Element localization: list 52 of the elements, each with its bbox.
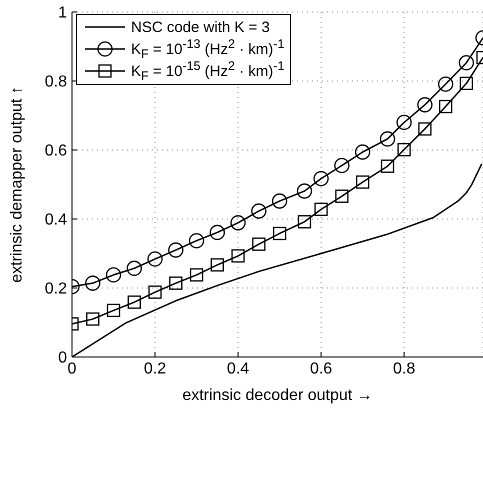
- x-tick-label: 0.2: [144, 360, 166, 378]
- x-tick-label: 0.4: [226, 360, 250, 378]
- point: [210, 224, 225, 240]
- point: [335, 190, 348, 203]
- y-tick-label: 0.8: [44, 74, 68, 91]
- point: [296, 183, 312, 199]
- point: [128, 295, 141, 309]
- point: [230, 215, 246, 230]
- point: [417, 97, 433, 112]
- point: [460, 76, 474, 90]
- point: [106, 304, 120, 318]
- point: [313, 170, 329, 186]
- legend-label: K$_{F}$ = 10$^{-13}$ (Hz$^{2}$ · km)$^{-1}$: [131, 37, 284, 61]
- x-tick-label: 0.6: [310, 360, 332, 378]
- point: [252, 238, 266, 251]
- point: [354, 144, 370, 160]
- point: [334, 158, 350, 174]
- point: [210, 258, 224, 272]
- point: [190, 268, 204, 282]
- point: [438, 100, 452, 114]
- x-tick-label: 0.8: [392, 360, 416, 378]
- legend-label: NSC code with K = 3: [131, 18, 270, 36]
- y-tick-label: 1: [58, 4, 68, 22]
- point: [126, 260, 142, 276]
- y-tick-label: 0.6: [44, 142, 68, 160]
- point: [272, 226, 286, 240]
- point: [168, 242, 184, 258]
- point: [86, 312, 100, 326]
- point: [298, 215, 312, 228]
- point: [356, 175, 370, 189]
- point: [148, 285, 162, 299]
- y-tick-label: 0.2: [44, 280, 68, 298]
- point: [231, 249, 245, 263]
- point: [397, 143, 411, 156]
- point: [396, 114, 412, 130]
- point: [169, 276, 182, 290]
- legend-label: K$_{F}$ = 10$^{-15}$ (Hz$^{2}$ · km)$^{-1}$: [131, 59, 284, 83]
- point: [438, 76, 454, 92]
- y-tick-label: 0.4: [44, 212, 68, 229]
- point: [272, 193, 288, 209]
- point: [188, 233, 204, 248]
- point: [380, 160, 394, 173]
- point: [418, 122, 432, 136]
- point: [458, 55, 474, 70]
- point: [314, 202, 328, 216]
- point: [106, 267, 122, 283]
- point: [380, 131, 396, 147]
- point: [147, 251, 163, 267]
- y-axis-title: extrinsic demapper output ↑: [8, 86, 26, 283]
- x-axis-title: extrinsic decoder output →: [182, 387, 373, 404]
- point: [85, 276, 100, 291]
- point: [251, 203, 266, 219]
